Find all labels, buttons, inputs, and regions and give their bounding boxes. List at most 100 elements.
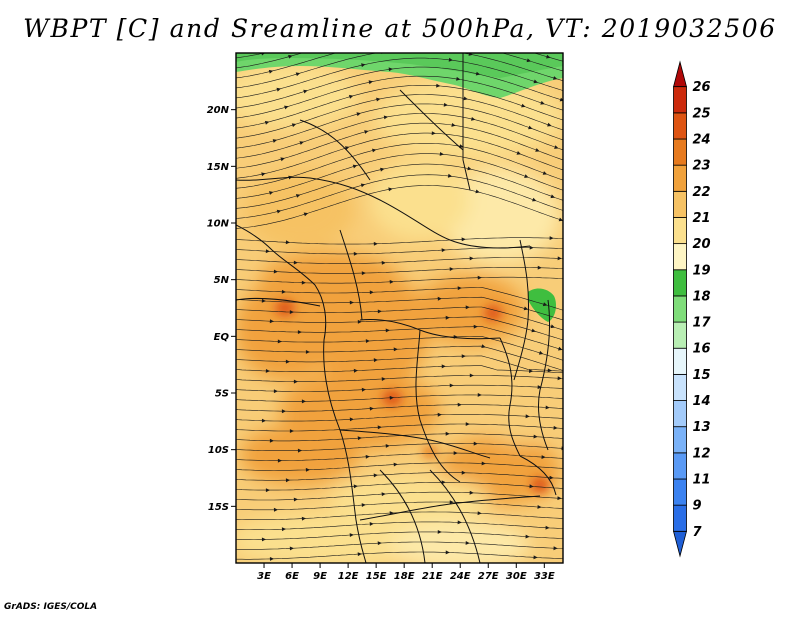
streamline [236, 375, 563, 382]
streamline-arrow [377, 541, 382, 546]
streamline-arrow [468, 53, 473, 56]
streamline-arrow [519, 37, 524, 41]
streamline-arrow [467, 166, 472, 171]
streamline-arrow [261, 172, 266, 177]
streamline-arrow [353, 368, 358, 373]
streamline-arrow [277, 339, 282, 344]
streamline-arrow [349, 300, 354, 305]
streamline-arrow [265, 249, 270, 254]
streamline-arrow [537, 385, 542, 390]
streamline-arrow [535, 148, 540, 152]
lat-tick-label: 15S [208, 502, 229, 513]
streamline-arrow [471, 117, 476, 121]
streamline-arrow [453, 451, 458, 455]
streamline-arrow [477, 511, 482, 516]
streamline-arrow [537, 265, 542, 270]
streamline-arrow [297, 330, 302, 334]
streamline-arrow [265, 488, 270, 493]
map-panel[interactable] [220, 20, 577, 570]
lat-tick-label: EQ [214, 332, 230, 343]
streamline-arrow [463, 96, 468, 101]
streamline-arrow [445, 550, 450, 555]
streamline-arrow [361, 503, 366, 507]
streamline-arrow [369, 406, 374, 411]
streamline [236, 153, 563, 199]
streamline [236, 414, 563, 422]
streamline-arrow [373, 473, 378, 478]
colorbar-swatch [673, 295, 687, 323]
streamline-arrow [524, 174, 529, 178]
streamline-arrow [531, 328, 536, 333]
streamline-arrow [566, 517, 570, 521]
streamline-arrow [273, 269, 278, 274]
streamline [236, 501, 563, 511]
streamline-arrow [293, 260, 298, 265]
streamline-arrow [281, 527, 286, 532]
colorbar-swatch [673, 164, 687, 192]
streamline-arrow [303, 89, 308, 94]
streamline-arrow [550, 324, 555, 329]
streamline-arrow [481, 461, 486, 466]
streamline-arrow [373, 241, 378, 246]
streamline-arrow [346, 29, 350, 33]
streamline-arrow [542, 171, 548, 175]
lat-tick-label: 10N [207, 219, 230, 230]
streamline-arrow [349, 533, 354, 537]
streamline-arrow [285, 240, 290, 245]
streamline-arrow [393, 347, 398, 352]
lon-tick-label: 9E [313, 571, 327, 582]
streamline-arrow [293, 497, 298, 502]
lon-tick-label: 18E [394, 571, 415, 582]
colorbar-swatch [673, 269, 687, 297]
streamline-arrow [297, 448, 302, 453]
streamline-arrow [277, 458, 282, 463]
streamline-arrow [445, 315, 450, 320]
lat-tick-label: 5N [214, 275, 230, 286]
colorbar-label: 11 [693, 472, 711, 487]
streamline-arrow [441, 480, 446, 485]
streamline [236, 53, 563, 89]
streamline [236, 267, 563, 274]
streamline-arrow [481, 344, 486, 348]
streamline-arrow [369, 522, 374, 526]
streamline-arrow [475, 189, 480, 194]
streamline-arrow [291, 123, 297, 128]
colorbar-swatch [673, 452, 687, 480]
streamline-arrow [523, 306, 529, 311]
streamline-arrow [469, 373, 474, 378]
streamline [236, 531, 563, 540]
streamline [236, 306, 563, 331]
streamline-arrow [529, 484, 534, 489]
streamline-arrow [437, 412, 442, 417]
colorbar-swatch [673, 190, 687, 218]
streamline-arrow [349, 417, 354, 422]
wbpt-maxima [275, 300, 549, 493]
streamline-arrow [477, 393, 482, 397]
streamline-arrow [545, 525, 550, 530]
streamline-arrow [545, 405, 550, 410]
streamline [236, 336, 563, 361]
streamline-arrow [465, 305, 470, 310]
lon-tick-label: 21E [422, 571, 443, 582]
streamline [236, 423, 563, 432]
colorbar-label: 18 [693, 289, 711, 304]
streamline-arrow [276, 209, 282, 214]
streamline-arrow [529, 369, 534, 373]
streamline-arrow [269, 191, 274, 195]
map-title: WBPT [C] and Sreamline at 500hPa, VT: 20… [23, 14, 777, 43]
streamline-arrow [529, 245, 534, 250]
streamline-arrow [553, 425, 558, 430]
colorbar-top-arrow [672, 60, 688, 88]
streamline [236, 103, 563, 149]
colorbar-label: 25 [693, 106, 711, 121]
streamline-arrow [381, 260, 386, 265]
streamline-arrow [547, 122, 552, 127]
streamline-arrow [465, 541, 470, 545]
streamline-arrow [461, 237, 466, 242]
streamline-arrow [437, 530, 442, 534]
streamline-arrow [389, 279, 394, 284]
streamline-arrow [273, 389, 278, 394]
streamline-arrow [269, 319, 274, 324]
streamline-arrow [434, 20, 438, 24]
colorbar-label: 13 [693, 420, 711, 435]
